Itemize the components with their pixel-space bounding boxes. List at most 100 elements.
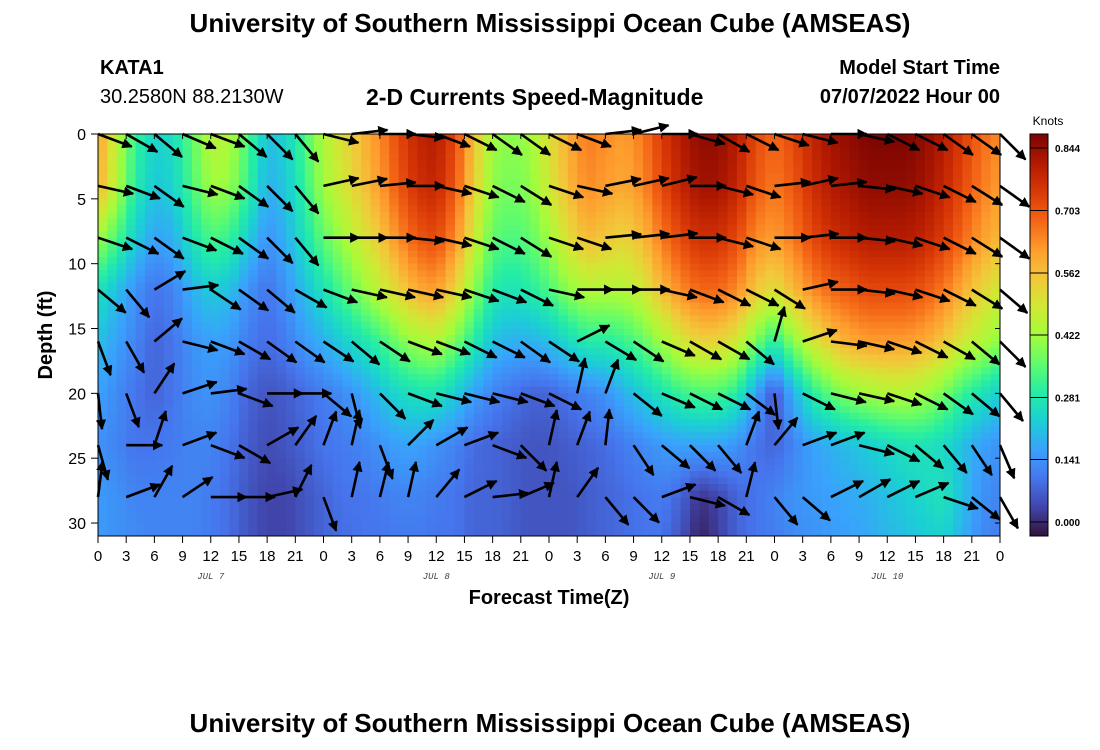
heatmap-cell xyxy=(314,134,325,142)
heatmap-cell xyxy=(464,367,475,375)
heatmap-cell xyxy=(614,289,625,297)
heatmap-cell xyxy=(154,432,165,440)
heatmap-cell xyxy=(135,347,146,356)
heatmap-cell xyxy=(774,445,785,453)
heatmap-cell xyxy=(455,529,466,536)
heatmap-cell xyxy=(248,276,259,284)
heatmap-cell xyxy=(755,159,766,168)
heatmap-cell xyxy=(642,159,653,168)
heatmap-cell xyxy=(154,328,165,336)
heatmap-cell xyxy=(314,386,325,394)
heatmap-cell xyxy=(802,283,813,291)
heatmap-cell xyxy=(351,503,362,511)
heatmap-cell xyxy=(642,367,653,375)
heatmap-cell xyxy=(802,471,813,479)
heatmap-cell xyxy=(163,510,174,518)
heatmap-cell xyxy=(116,192,127,200)
heatmap-cell xyxy=(783,471,794,479)
heatmap-cell xyxy=(229,322,240,330)
heatmap-cell xyxy=(567,231,578,239)
heatmap-cell xyxy=(520,497,531,505)
heatmap-cell xyxy=(567,166,578,174)
heatmap-cell xyxy=(642,451,653,459)
heatmap-cell xyxy=(821,523,832,531)
heatmap-cell xyxy=(426,335,437,343)
heatmap-cell xyxy=(238,283,249,291)
heatmap-cell xyxy=(229,179,240,187)
heatmap-cell xyxy=(567,490,578,498)
heatmap-cell xyxy=(530,289,541,297)
heatmap-cell xyxy=(332,497,343,505)
heatmap-cell xyxy=(389,464,400,472)
heatmap-cell xyxy=(107,354,118,362)
heatmap-cell xyxy=(436,283,447,291)
heatmap-cell xyxy=(680,250,691,258)
heatmap-cell xyxy=(502,205,513,213)
heatmap-cell xyxy=(595,354,606,362)
heatmap-cell xyxy=(173,224,184,232)
heatmap-cell xyxy=(163,425,174,433)
heatmap-cell xyxy=(257,185,268,193)
heatmap-cell xyxy=(276,529,287,536)
heatmap-cell xyxy=(633,309,644,317)
heatmap-cell xyxy=(614,360,625,369)
heatmap-cell xyxy=(342,211,353,219)
heatmap-cell xyxy=(210,523,221,531)
heatmap-cell xyxy=(473,464,484,472)
heatmap-cell xyxy=(708,490,719,498)
heatmap-cell xyxy=(633,237,644,245)
heatmap-cell xyxy=(464,412,475,420)
heatmap-cell xyxy=(351,484,362,492)
heatmap-cell xyxy=(276,166,287,174)
heatmap-cell xyxy=(567,503,578,511)
heatmap-cell xyxy=(642,205,653,213)
heatmap-cell xyxy=(220,322,231,330)
heatmap-cell xyxy=(483,231,494,239)
heatmap-cell xyxy=(755,341,766,349)
heatmap-cell xyxy=(445,373,456,381)
heatmap-cell xyxy=(699,283,710,291)
heatmap-cell xyxy=(361,399,372,407)
heatmap-cell xyxy=(323,302,334,310)
heatmap-cell xyxy=(257,425,268,433)
heatmap-cell xyxy=(708,335,719,343)
heatmap-cell xyxy=(718,471,729,479)
heatmap-cell xyxy=(135,406,146,414)
heatmap-cell xyxy=(229,477,240,485)
heatmap-cell xyxy=(98,503,108,511)
heatmap-cell xyxy=(464,179,475,187)
heatmap-cell xyxy=(201,172,212,180)
heatmap-cell xyxy=(783,211,794,219)
heatmap-cell xyxy=(417,490,428,498)
heatmap-cell xyxy=(661,419,672,427)
heatmap-cell xyxy=(238,412,249,420)
heatmap-cell xyxy=(314,270,325,278)
heatmap-cell xyxy=(257,393,268,401)
heatmap-cell xyxy=(267,218,278,226)
heatmap-cell xyxy=(746,218,757,226)
heatmap-cell xyxy=(774,328,785,336)
heatmap-cell xyxy=(577,140,588,148)
station-coordinates: 30.2580N 88.2130W xyxy=(100,86,284,108)
heatmap-cell xyxy=(267,529,278,536)
heatmap-cell xyxy=(257,231,268,239)
heatmap-cell xyxy=(314,153,325,161)
heatmap-cell xyxy=(473,412,484,420)
heatmap-cell xyxy=(163,484,174,492)
heatmap-cell xyxy=(379,406,390,414)
heatmap-cell xyxy=(840,250,851,258)
heatmap-cell xyxy=(755,289,766,297)
heatmap-cell xyxy=(661,250,672,258)
heatmap-cell xyxy=(577,464,588,472)
heatmap-cell xyxy=(154,354,165,362)
heatmap-cell xyxy=(840,315,851,323)
heatmap-cell xyxy=(746,380,757,388)
heatmap-cell xyxy=(464,529,475,536)
heatmap-cell xyxy=(746,386,757,394)
heatmap-cell xyxy=(765,432,776,440)
heatmap-cell xyxy=(624,373,635,381)
heatmap-cell xyxy=(314,192,325,200)
heatmap-cell xyxy=(633,438,644,446)
heatmap-cell xyxy=(370,471,381,479)
heatmap-cell xyxy=(361,250,372,258)
